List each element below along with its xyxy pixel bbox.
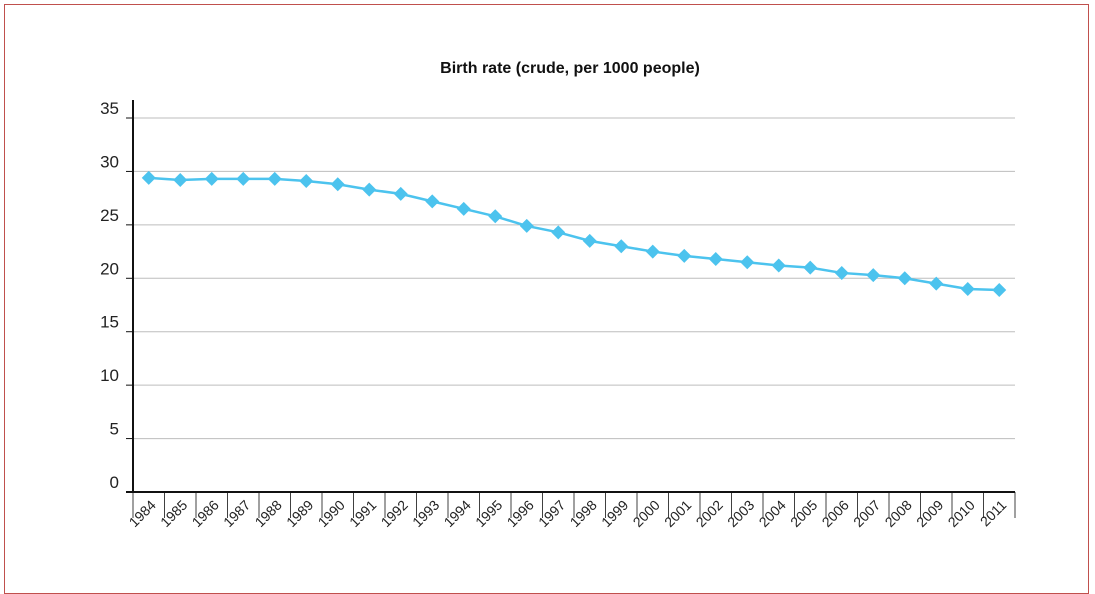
- data-point-2010: [960, 281, 975, 296]
- data-point-1997: [551, 225, 566, 240]
- line-chart: Birth rate (crude, per 1000 people) 0 5 10…: [100, 60, 1016, 530]
- data-point-2003: [740, 255, 755, 270]
- x-tick-label: 2007: [850, 497, 883, 530]
- y-tick-label: 15: [100, 313, 119, 332]
- x-tick-label: 2010: [945, 497, 978, 530]
- data-point-1996: [519, 218, 534, 233]
- gridlines: [133, 117, 1015, 440]
- y-tick-label: 10: [100, 366, 119, 385]
- x-tick-label: 1989: [283, 497, 316, 530]
- x-tick-label: 1992: [378, 497, 411, 530]
- data-point-2008: [897, 271, 912, 286]
- data-point-1984: [141, 170, 156, 185]
- series-line: [148, 176, 1000, 292]
- x-tick-label: 2005: [787, 497, 820, 530]
- y-axis-ticks: 0 5 10 15 20 25 30 35: [100, 99, 133, 493]
- data-point-1987: [236, 171, 251, 186]
- x-tick-label: 2000: [630, 497, 663, 530]
- y-tick-label: 0: [110, 473, 119, 492]
- data-point-1988: [267, 171, 282, 186]
- data-point-2000: [645, 244, 660, 259]
- x-tick-label: 1985: [157, 497, 190, 530]
- x-tick-label: 1986: [189, 497, 222, 530]
- x-tick-label: 2003: [724, 497, 757, 530]
- data-point-2005: [803, 260, 818, 275]
- data-markers: [141, 170, 1007, 298]
- x-tick-label: 1993: [409, 497, 442, 530]
- data-point-2002: [708, 252, 723, 267]
- chart-frame: [4, 4, 1089, 594]
- data-point-1993: [425, 194, 440, 209]
- x-tick-label: 2009: [913, 497, 946, 530]
- data-point-1990: [330, 177, 345, 192]
- x-axis-ticks: 1984198519861987198819891990199119921993…: [126, 492, 1016, 530]
- x-tick-label: 2004: [756, 497, 789, 530]
- x-tick-label: 1994: [441, 497, 474, 530]
- x-tick-label: 1997: [535, 497, 568, 530]
- x-tick-label: 2001: [661, 497, 694, 530]
- data-point-2007: [866, 268, 881, 283]
- x-tick-label: 1995: [472, 497, 505, 530]
- x-tick-label: 1987: [220, 497, 253, 530]
- x-tick-label: 1999: [598, 497, 631, 530]
- x-tick-label: 1990: [315, 497, 348, 530]
- y-tick-label: 35: [100, 99, 119, 118]
- data-point-1999: [614, 239, 629, 254]
- x-tick-label: 2002: [693, 497, 726, 530]
- data-point-1991: [362, 182, 377, 197]
- chart-title: Birth rate (crude, per 1000 people): [440, 60, 700, 77]
- x-tick-label: 1991: [346, 497, 379, 530]
- x-tick-label: 1996: [504, 497, 537, 530]
- x-tick-label: 2008: [882, 497, 915, 530]
- data-point-2006: [834, 265, 849, 280]
- data-point-2009: [929, 276, 944, 291]
- data-point-1998: [582, 233, 597, 248]
- data-point-1986: [204, 171, 219, 186]
- data-point-1989: [299, 174, 314, 189]
- x-tick-label: 1984: [126, 497, 159, 530]
- data-point-1995: [488, 209, 503, 224]
- y-tick-label: 25: [100, 206, 119, 225]
- x-tick-label: 1998: [567, 497, 600, 530]
- data-point-1994: [456, 201, 471, 216]
- data-point-2001: [677, 248, 692, 263]
- x-tick-label: 2006: [819, 497, 852, 530]
- y-tick-label: 5: [110, 420, 119, 439]
- data-point-1985: [173, 172, 188, 187]
- x-tick-label: 2011: [977, 497, 1010, 530]
- data-point-1992: [393, 186, 408, 201]
- y-tick-label: 20: [100, 259, 119, 278]
- y-tick-label: 30: [100, 152, 119, 171]
- x-tick-label: 1988: [252, 497, 285, 530]
- data-point-2004: [771, 258, 786, 273]
- data-point-2011: [992, 283, 1007, 298]
